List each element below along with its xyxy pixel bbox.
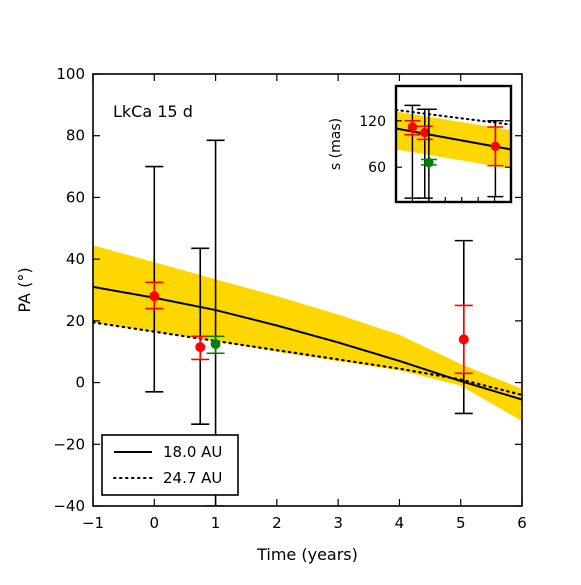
chart-annotation: LkCa 15 d xyxy=(113,102,193,121)
y-tick-label: 100 xyxy=(56,65,85,83)
main-plot-area xyxy=(93,139,522,506)
inset-point-1 xyxy=(407,122,418,132)
legend-entry-2: 24.7 AU xyxy=(163,469,222,487)
x-tick-label: −1 xyxy=(82,514,104,532)
legend-box xyxy=(101,434,239,496)
y-tick-label: 20 xyxy=(66,312,85,330)
y-axis-label: PA (°) xyxy=(15,267,34,312)
y-tick-label: 40 xyxy=(66,250,85,268)
inset-y-tick-label: 60 xyxy=(368,160,386,176)
y-tick-label: 0 xyxy=(75,374,85,392)
data-point-2 xyxy=(195,342,206,353)
legend-entry-1: 18.0 AU xyxy=(163,443,222,461)
inset-point-4 xyxy=(490,141,501,152)
x-tick-label: 0 xyxy=(150,514,160,532)
x-tick-label: 4 xyxy=(395,514,405,532)
inset-y-tick-label: 120 xyxy=(359,114,386,130)
inset-point-3 xyxy=(424,157,434,168)
x-tick-label: 1 xyxy=(211,514,221,532)
y-tick-label: 60 xyxy=(66,188,85,206)
x-tick-label: 3 xyxy=(333,514,343,532)
data-point-1 xyxy=(149,291,160,302)
y-tick-label: −40 xyxy=(53,497,85,515)
data-point-4 xyxy=(458,334,469,345)
x-tick-label: 2 xyxy=(272,514,282,532)
main-axes-frame xyxy=(92,73,523,507)
y-tick-label: 80 xyxy=(66,127,85,145)
y-tick-label: −20 xyxy=(53,435,85,453)
inset-plot-area xyxy=(396,104,511,202)
series-line-2 xyxy=(93,321,522,397)
data-point-3 xyxy=(210,339,221,349)
x-axis-label: Time (years) xyxy=(256,545,358,564)
inset-point-2 xyxy=(420,127,430,138)
inset-axes-frame xyxy=(394,84,513,204)
x-tick-label: 6 xyxy=(517,514,527,532)
inset-y-axis-label: s (mas) xyxy=(328,118,344,170)
x-tick-label: 5 xyxy=(456,514,466,532)
